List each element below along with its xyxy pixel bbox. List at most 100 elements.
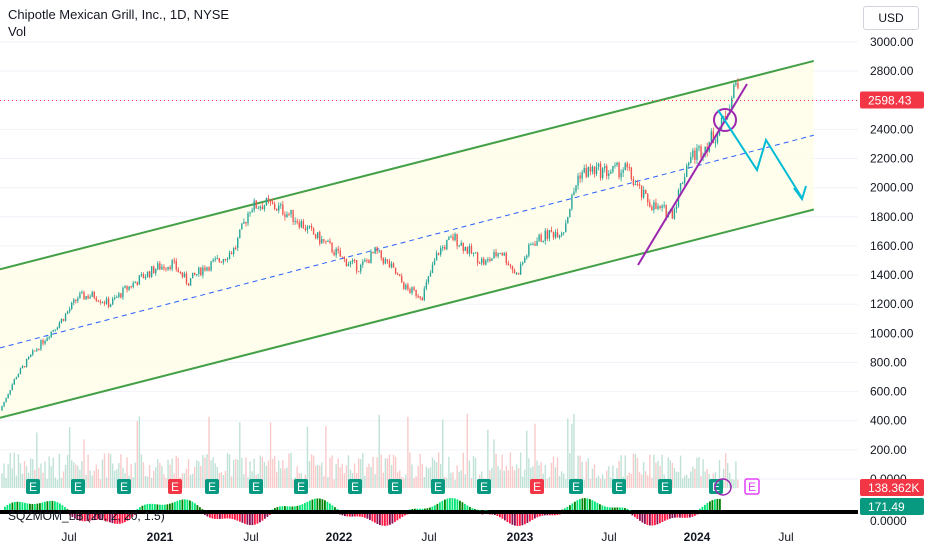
earnings-badge: E xyxy=(348,479,362,494)
squeeze-bar xyxy=(274,508,276,510)
volume-bar xyxy=(310,454,313,488)
volume-bar xyxy=(25,466,28,488)
volume-bar xyxy=(323,476,325,488)
volume-bar xyxy=(15,475,18,488)
candle-body xyxy=(458,245,460,247)
squeeze-bar xyxy=(281,506,284,510)
candle-body xyxy=(257,208,259,210)
candle-body xyxy=(48,337,50,339)
candle-body xyxy=(360,264,362,272)
squeeze-bar xyxy=(341,514,344,516)
volume-bar xyxy=(358,458,360,488)
candle-body xyxy=(173,260,175,262)
candle-body xyxy=(681,183,684,185)
candle-body xyxy=(267,198,270,201)
candle-body xyxy=(317,232,319,239)
volume-bar xyxy=(686,474,688,488)
volume-bar xyxy=(46,478,48,488)
earnings-badge-letter: E xyxy=(712,480,720,494)
candle-body xyxy=(632,179,635,185)
squeeze-bar xyxy=(244,514,246,524)
volume-bar xyxy=(235,458,237,488)
squeeze-bar xyxy=(109,514,111,523)
earnings-badge-letter: E xyxy=(351,480,359,494)
squeeze-bar xyxy=(551,514,554,516)
currency-button[interactable]: USD xyxy=(863,6,919,30)
squeeze-bar xyxy=(141,505,144,510)
candle-body xyxy=(30,354,32,357)
squeeze-bar xyxy=(714,499,716,510)
candle-body xyxy=(40,340,42,350)
candle-body xyxy=(530,244,532,246)
price-axis-tick: 2200.00 xyxy=(870,152,914,166)
candle-body xyxy=(495,251,497,257)
candle-body xyxy=(148,271,151,277)
volume-bar xyxy=(735,461,737,488)
squeeze-bar xyxy=(536,514,539,518)
candle-body xyxy=(132,282,134,288)
candle-body xyxy=(224,259,227,261)
volume-bar xyxy=(208,416,210,488)
candle-body xyxy=(655,202,657,209)
squeeze-bar xyxy=(581,498,584,510)
squeeze-value-tag: 171.49 xyxy=(860,498,924,515)
volume-bar xyxy=(388,454,391,488)
candle-body xyxy=(251,210,253,213)
volume-bar xyxy=(370,466,372,488)
volume-bar xyxy=(452,472,454,488)
candle-body xyxy=(263,205,266,210)
volume-bar xyxy=(165,478,167,488)
volume-bar xyxy=(155,467,157,488)
candle-body xyxy=(1,406,3,411)
candle-body xyxy=(481,258,483,264)
candle-body xyxy=(52,330,54,332)
volume-bar xyxy=(501,454,503,488)
squeeze-bar xyxy=(234,514,236,520)
candle-body xyxy=(589,167,592,172)
squeeze-bar xyxy=(266,514,269,517)
candle-body xyxy=(489,259,491,261)
volume-bar xyxy=(202,454,204,488)
squeeze-bar xyxy=(601,505,604,510)
squeeze-bar xyxy=(104,514,106,521)
volume-bar xyxy=(210,460,212,488)
volume-bar xyxy=(44,461,46,488)
candle-body xyxy=(327,240,329,242)
forecast-path xyxy=(717,109,803,199)
candle-body xyxy=(583,168,585,173)
squeeze-bar xyxy=(509,514,511,524)
volume-bar xyxy=(696,457,698,488)
squeeze-bar xyxy=(224,514,226,519)
price-axis-tick: 1200.00 xyxy=(870,297,914,311)
squeeze-bar xyxy=(151,503,154,510)
candle-body xyxy=(114,297,116,299)
volume-bar xyxy=(671,462,674,488)
candle-body xyxy=(153,266,155,274)
candle-body xyxy=(659,206,661,208)
candle-body xyxy=(501,253,503,256)
squeeze-bar xyxy=(384,514,386,526)
squeeze-bar xyxy=(621,507,624,510)
candle-body xyxy=(454,233,456,241)
volume-bar xyxy=(146,476,149,488)
candle-body xyxy=(253,200,255,211)
candle-body xyxy=(134,282,136,284)
candle-body xyxy=(595,166,598,175)
candle-body xyxy=(50,331,52,338)
volume-bar xyxy=(511,466,514,488)
volume-bar xyxy=(702,459,704,488)
volume-bars xyxy=(1,413,739,488)
squeeze-bar xyxy=(654,514,656,526)
candle-body xyxy=(276,209,278,211)
candle-body xyxy=(235,247,237,249)
volume-bar xyxy=(34,469,36,488)
candle-body xyxy=(558,235,561,238)
price-axis: 3000.002800.002600.002400.002200.002000.… xyxy=(858,0,932,550)
squeeze-bar xyxy=(486,509,489,511)
candle-body xyxy=(372,251,374,254)
candle-body xyxy=(544,230,546,241)
candle-body xyxy=(349,261,352,265)
squeeze-bar xyxy=(206,514,209,517)
squeeze-bar xyxy=(516,514,519,526)
